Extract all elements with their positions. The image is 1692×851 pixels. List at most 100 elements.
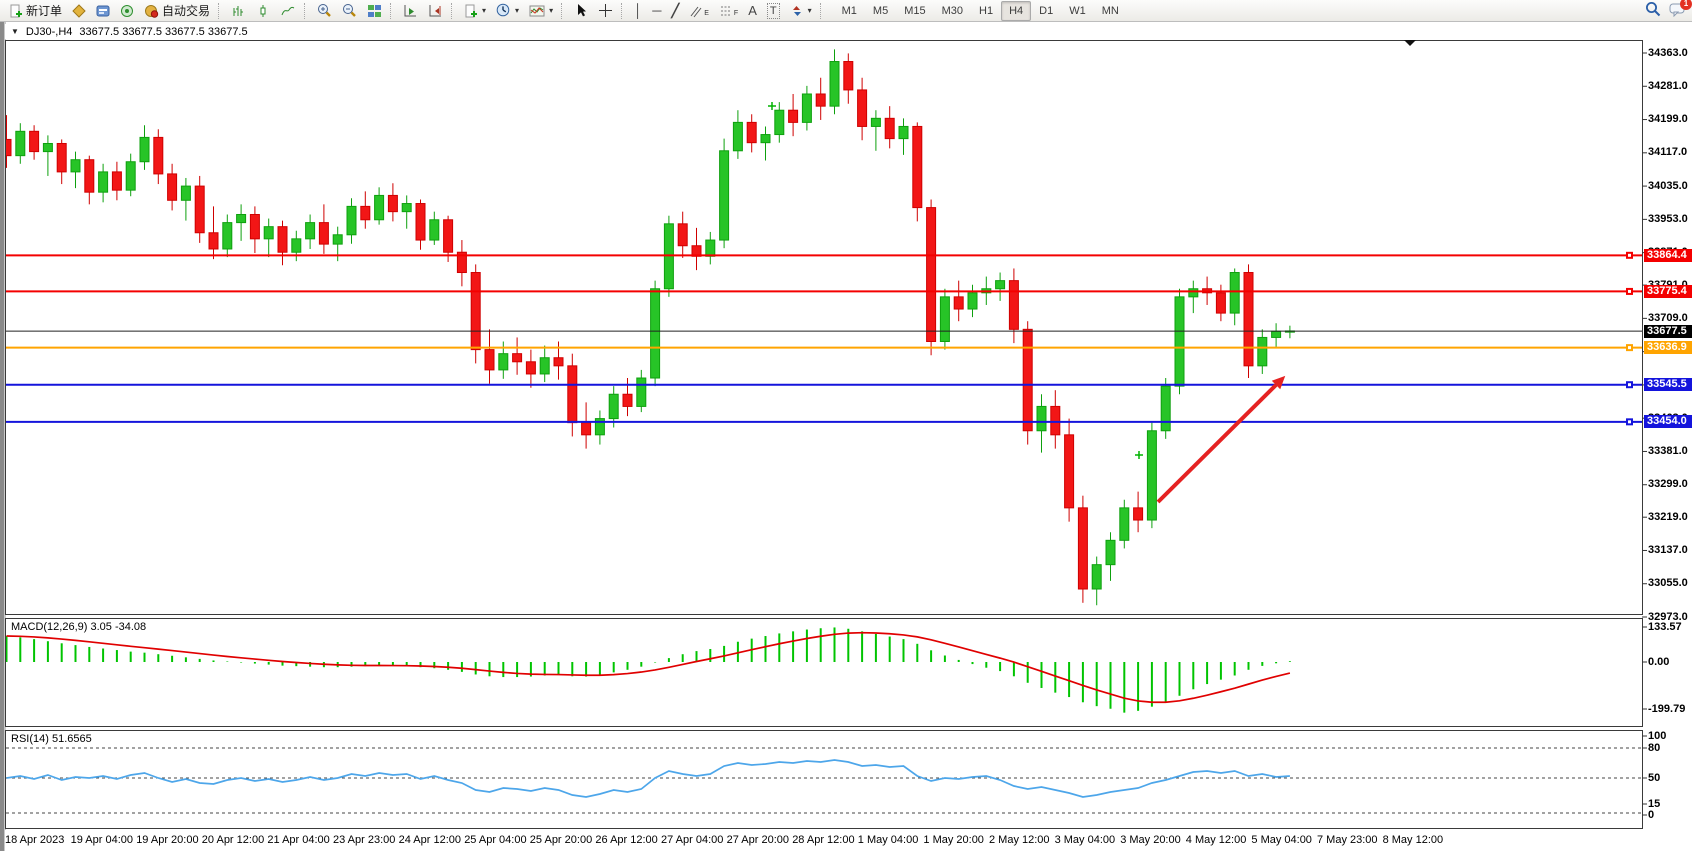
terminal-icon	[96, 5, 110, 16]
rsi-pane[interactable]: RSI(14) 51.6565	[5, 730, 1643, 829]
horizontal-line-tool-button[interactable]: ─	[647, 0, 666, 22]
top-toolbar: 新订单 自动交易 ▾ ▾	[0, 0, 1692, 22]
timeframe-m5[interactable]: M5	[872, 4, 889, 17]
bar-chart-button[interactable]	[226, 0, 251, 22]
timeframe-h1[interactable]: H1	[979, 4, 994, 17]
search-icon	[1646, 2, 1661, 17]
rsi-axis-label: 50	[1648, 772, 1661, 784]
timeframe-mn[interactable]: MN	[1101, 4, 1119, 17]
zoom-out-icon	[343, 4, 356, 17]
timeframe-m1[interactable]: M1	[841, 4, 857, 17]
fibonacci-tool-button[interactable]: F	[714, 0, 743, 22]
price-tick-label: 33055.0	[1648, 577, 1688, 590]
tile-windows-icon	[368, 4, 382, 17]
text-label-icon: T	[766, 2, 780, 19]
line-price-label: 33454.0	[1644, 415, 1692, 429]
profiles-icon	[72, 3, 86, 18]
templates-button[interactable]: ▾	[524, 0, 558, 22]
toolbar-separator	[304, 2, 309, 19]
dropdown-arrow-icon: ▾	[549, 6, 554, 15]
line-chart-icon	[281, 6, 295, 15]
macd-axis-label: 0.00	[1648, 656, 1670, 668]
price-tick-label: 33219.0	[1648, 510, 1688, 523]
timeframe-d1[interactable]: D1	[1039, 4, 1054, 17]
collapse-icon[interactable]: ▼	[11, 27, 19, 36]
text-label-tool-button[interactable]: T	[762, 0, 785, 22]
chart-profiles-button[interactable]	[67, 0, 91, 22]
periods-button[interactable]: ▾	[491, 0, 524, 22]
price-tick-label: 33871.0	[1648, 246, 1688, 259]
zoom-in-button[interactable]	[312, 0, 337, 22]
indicators-button[interactable]: ▾	[459, 0, 491, 22]
horizontal-line-icon: ─	[652, 2, 662, 18]
arrows-tool-button[interactable]: ▾	[785, 0, 817, 22]
line-price-label: 33636.9	[1644, 341, 1692, 355]
dropdown-arrow-icon: ▾	[807, 6, 812, 15]
trendline-icon: ╱	[671, 2, 680, 18]
macd-pane[interactable]: MACD(12,26,9) 3.05 -34.08	[5, 618, 1643, 727]
auto-scroll-button[interactable]	[398, 0, 423, 22]
template-icon	[529, 5, 545, 16]
zoom-out-button[interactable]	[337, 0, 362, 22]
chart-ohlc-values: 33677.5 33677.5 33677.5 33677.5	[79, 25, 248, 38]
clock-icon	[496, 3, 510, 17]
autotrading-button[interactable]: 自动交易	[139, 0, 215, 22]
price-tick-label: 33627.0	[1648, 345, 1688, 358]
price-tick-label: 33137.0	[1648, 543, 1688, 556]
rsi-axis-label: 0	[1648, 809, 1655, 821]
price-tick-label: 34363.0	[1648, 46, 1688, 59]
terminal-button[interactable]	[91, 0, 115, 22]
macd-axis-label: 133.57	[1648, 621, 1682, 633]
crosshair-tool-button[interactable]	[593, 0, 618, 22]
tile-windows-button[interactable]	[362, 0, 387, 22]
toolbar-separator	[451, 2, 456, 19]
rsi-label: RSI(14) 51.6565	[11, 733, 92, 745]
rsi-axis-label: 15	[1648, 798, 1661, 810]
new-order-icon	[10, 4, 22, 17]
search-button[interactable]	[1645, 1, 1661, 17]
toolbar-separator	[218, 2, 223, 19]
channel-icon	[690, 6, 702, 17]
price-pane[interactable]	[5, 40, 1643, 615]
timeframe-m15[interactable]: M15	[904, 4, 926, 17]
strategy-tester-button[interactable]	[115, 0, 139, 22]
candlestick-button[interactable]	[251, 0, 276, 22]
rsi-axis-label: 100	[1648, 730, 1667, 742]
toolbar-separator	[621, 2, 626, 19]
price-tick-label: 34199.0	[1648, 113, 1688, 126]
trendline-tool-button[interactable]: ╱	[666, 0, 684, 22]
chart-symbol-period: DJ30-,H4	[25, 25, 73, 38]
autotrading-label: 自动交易	[162, 4, 211, 18]
time-axis[interactable]	[5, 830, 1643, 851]
line-chart-button[interactable]	[276, 0, 301, 22]
dropdown-arrow-icon: ▾	[515, 6, 520, 15]
current-price-label: 33677.5	[1644, 324, 1692, 338]
toolbar-separator	[819, 2, 825, 19]
rsi-axis-label: 80	[1648, 742, 1661, 754]
price-tick-label: 33463.0	[1648, 411, 1688, 424]
vertical-line-icon: │	[634, 2, 643, 18]
timeframe-h4[interactable]: H4	[1001, 0, 1032, 21]
toolbar-separator	[561, 2, 566, 19]
text-tool-button[interactable]: A	[743, 0, 762, 22]
price-tick-label: 33381.0	[1648, 444, 1688, 457]
timeframe-w1[interactable]: W1	[1069, 4, 1086, 17]
autotrading-icon	[145, 4, 159, 18]
timeframe-m30[interactable]: M30	[941, 4, 963, 17]
line-price-label: 33864.4	[1644, 248, 1692, 262]
price-tick-label: 33545.0	[1648, 378, 1688, 391]
channel-tool-button[interactable]: E	[684, 0, 714, 22]
toolbar-separator	[390, 2, 395, 19]
cursor-tool-button[interactable]	[569, 0, 593, 22]
new-order-label: 新订单	[26, 4, 63, 18]
vertical-line-tool-button[interactable]: │	[629, 0, 647, 22]
price-tick-label: 34035.0	[1648, 179, 1688, 192]
chart-shift-button[interactable]	[423, 0, 448, 22]
new-order-button[interactable]: 新订单	[4, 0, 67, 22]
price-tick-label: 32973.0	[1648, 610, 1688, 623]
price-tick-label: 33791.0	[1648, 278, 1688, 291]
bar-chart-icon	[233, 5, 244, 16]
notifications-button[interactable]: 1	[1669, 0, 1692, 17]
cursor-icon	[578, 4, 587, 17]
